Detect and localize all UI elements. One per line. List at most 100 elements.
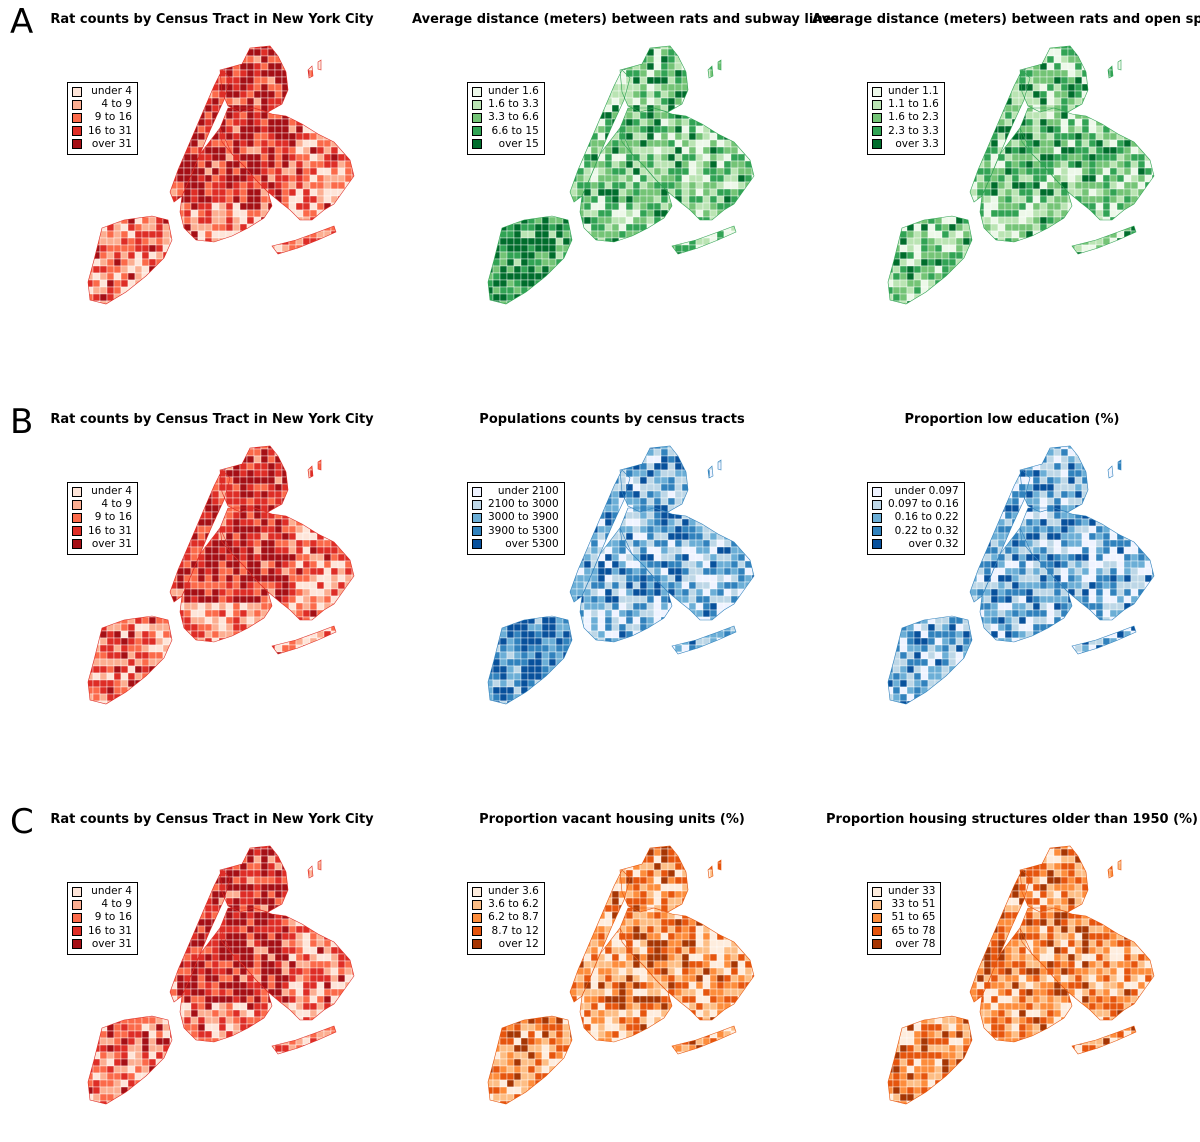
census-tract [191, 245, 198, 252]
census-tract [731, 259, 738, 266]
census-tract [675, 231, 682, 238]
census-tract [1131, 56, 1138, 63]
census-tract [79, 301, 86, 308]
census-tract [142, 245, 149, 252]
census-tract [703, 140, 710, 147]
census-tract [107, 273, 114, 280]
census-tract [261, 119, 268, 126]
census-tract [1152, 126, 1159, 133]
census-tract [738, 238, 745, 245]
census-tract [682, 210, 689, 217]
census-tract [921, 245, 928, 252]
census-tract [324, 294, 331, 301]
census-tract [156, 273, 163, 280]
census-tract [198, 294, 205, 301]
legend-item: over 15 [472, 138, 539, 151]
census-tract [731, 273, 738, 280]
census-tract [724, 42, 731, 49]
census-tract [1047, 252, 1054, 259]
census-tract [563, 182, 570, 189]
census-tract [338, 224, 345, 231]
census-tract [879, 224, 886, 231]
census-tract [710, 315, 717, 322]
census-tract [970, 119, 977, 126]
census-tract [682, 42, 689, 49]
census-tract [1103, 175, 1110, 182]
census-tract [970, 196, 977, 203]
census-tract [591, 112, 598, 119]
census-tract [500, 238, 507, 245]
census-tract [191, 231, 198, 238]
census-tract [752, 140, 759, 147]
census-tract [998, 63, 1005, 70]
census-tract [198, 91, 205, 98]
census-tract [872, 210, 879, 217]
census-tract [177, 63, 184, 70]
census-tract [577, 119, 584, 126]
census-tract [745, 119, 752, 126]
census-tract [928, 182, 935, 189]
census-tract [345, 266, 352, 273]
census-tract [1152, 133, 1159, 140]
census-tract [1110, 119, 1117, 126]
census-tract [247, 147, 254, 154]
census-tract [745, 70, 752, 77]
census-tract [689, 294, 696, 301]
census-tract [970, 70, 977, 77]
census-tract [886, 196, 893, 203]
census-tract [324, 322, 331, 329]
census-tract [128, 315, 135, 322]
census-tract [1145, 91, 1152, 98]
census-tract [72, 245, 79, 252]
census-tract [570, 133, 577, 140]
census-tract [598, 329, 605, 332]
census-tract [528, 189, 535, 196]
census-tract [359, 266, 366, 273]
census-tract [282, 133, 289, 140]
census-tract [577, 98, 584, 105]
census-tract [633, 140, 640, 147]
census-tract [675, 98, 682, 105]
census-tract [1061, 91, 1068, 98]
census-tract [303, 189, 310, 196]
census-tract [1138, 245, 1145, 252]
census-tract [198, 189, 205, 196]
census-tract [338, 168, 345, 175]
census-tract [703, 175, 710, 182]
census-tract [240, 259, 247, 266]
census-tract [233, 308, 240, 315]
census-tract [345, 112, 352, 119]
census-tract [563, 273, 570, 280]
census-tract [177, 308, 184, 315]
census-tract [1096, 189, 1103, 196]
census-tract [233, 329, 240, 332]
census-tract [1124, 245, 1131, 252]
census-tract [738, 77, 745, 84]
census-tract [324, 63, 331, 70]
census-tract [1145, 49, 1152, 56]
census-tract [766, 182, 772, 189]
census-tract [535, 322, 542, 329]
census-tract [514, 294, 521, 301]
census-tract [149, 224, 156, 231]
census-tract [619, 287, 626, 294]
census-tract [233, 91, 240, 98]
census-tract [675, 210, 682, 217]
census-tract [500, 175, 507, 182]
census-tract [156, 294, 163, 301]
census-tract [1075, 91, 1082, 98]
census-tract [500, 266, 507, 273]
census-tract [605, 84, 612, 91]
census-tract [1159, 245, 1166, 252]
census-tract [1019, 196, 1026, 203]
census-tract [1068, 161, 1075, 168]
census-tract [1012, 91, 1019, 98]
census-tract [556, 70, 563, 77]
census-tract [472, 189, 479, 196]
census-tract [612, 273, 619, 280]
census-tract [240, 203, 247, 210]
census-tract [584, 308, 591, 315]
census-tract [528, 287, 535, 294]
census-tract [191, 315, 198, 322]
census-tract [731, 294, 738, 301]
